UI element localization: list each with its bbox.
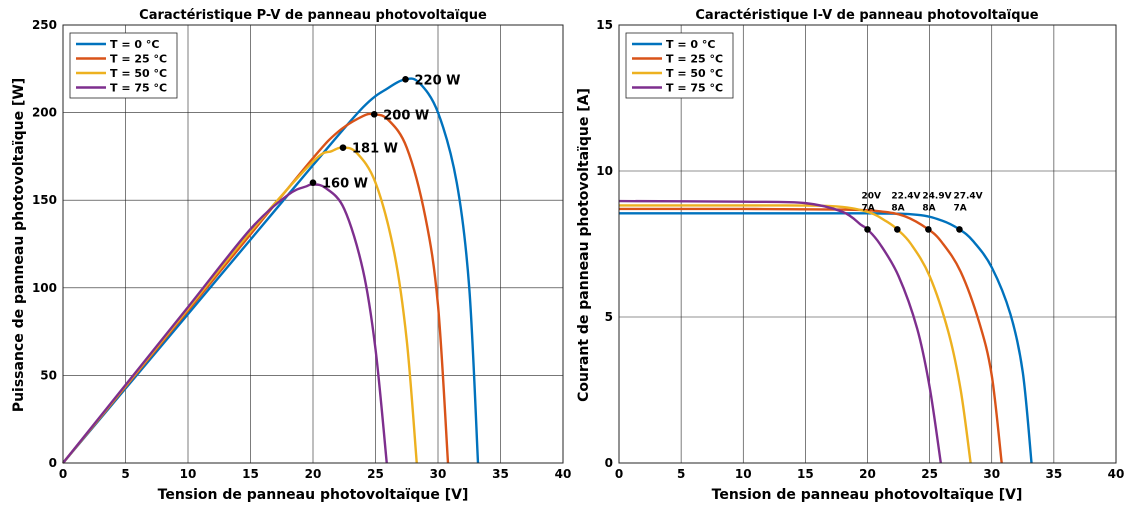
iv-legend-label: T = 50 °C xyxy=(666,67,723,80)
pv-xtick-label: 30 xyxy=(430,467,447,481)
pv-legend-label: T = 25 °C xyxy=(110,53,167,66)
iv-marker xyxy=(956,226,963,233)
iv-chart: Caractéristique I-V de panneau photovolt… xyxy=(576,8,1124,503)
pv-axes-box xyxy=(62,24,564,464)
pv-legend-label: T = 75 °C xyxy=(110,82,167,95)
pv-legend-label: T = 0 °C xyxy=(110,38,159,51)
pv-xtick-label: 25 xyxy=(367,467,384,481)
iv-annotation-voltage: 22.4V xyxy=(891,191,920,201)
pv-xtick-label: 20 xyxy=(305,467,322,481)
pv-ytick-label: 100 xyxy=(32,281,57,295)
pv-xtick-label: 40 xyxy=(555,467,572,481)
iv-annotation-current: 8A xyxy=(922,203,935,213)
pv-annotation-label: 160 W xyxy=(322,177,368,192)
pv-ytick-label: 0 xyxy=(49,456,57,470)
iv-legend-label: T = 0 °C xyxy=(666,38,715,51)
pv-xtick-label: 0 xyxy=(59,467,67,481)
iv-xtick-label: 0 xyxy=(615,467,623,481)
iv-ytick-label: 5 xyxy=(605,310,613,324)
pv-legend-label: T = 50 °C xyxy=(110,67,167,80)
iv-legend-label: T = 75 °C xyxy=(666,82,723,95)
iv-marker xyxy=(894,226,901,233)
iv-ytick-label: 10 xyxy=(596,164,613,178)
pv-ytick-label: 50 xyxy=(40,368,57,382)
pv-ytick-label: 150 xyxy=(32,193,57,207)
iv-ytick-label: 0 xyxy=(605,456,613,470)
pv-legend: T = 0 °C T = 25 °CT = 50 °C T = 75 °C xyxy=(69,32,178,99)
pv-title: Caractéristique P-V de panneau photovolt… xyxy=(139,8,487,23)
pv-ylabel: Puissance de panneau photovoltaïque [W] xyxy=(11,78,27,412)
pv-series-line xyxy=(62,183,388,464)
iv-marker xyxy=(864,226,871,233)
iv-xtick-label: 20 xyxy=(859,467,876,481)
iv-xtick-label: 35 xyxy=(1046,467,1063,481)
pv-chart: Caractéristique P-V de panneau photovolt… xyxy=(11,8,571,503)
iv-xtick-label: 40 xyxy=(1108,467,1125,481)
iv-annotation-current: 7A xyxy=(953,203,966,213)
iv-series-line xyxy=(618,212,1033,464)
iv-title: Caractéristique I-V de panneau photovolt… xyxy=(695,8,1038,23)
pv-marker xyxy=(309,179,317,186)
pv-annotation-label: 220 W xyxy=(415,73,461,88)
iv-axes-box xyxy=(618,24,1117,464)
pv-plot-area: 0 5 10 15 20 25 30 35 40 0 50 100 150 200 250 220 W 200 … xyxy=(32,18,571,481)
pv-marker xyxy=(339,144,347,151)
iv-annotation-current: 7A xyxy=(862,203,875,213)
iv-marker xyxy=(925,226,932,233)
iv-xlabel: Tension de panneau photovoltaïque [V] xyxy=(712,487,1023,503)
pv-marker xyxy=(370,111,378,118)
iv-annotation-current: 8A xyxy=(891,203,904,213)
pv-xtick-label: 35 xyxy=(492,467,509,481)
iv-ylabel: Courant de panneau photovoltaïque [A] xyxy=(576,88,592,402)
iv-plot-area: 0 5 10 15 20 25 30 35 4005101520V7A22.4V8A24.9V8… xyxy=(596,18,1124,481)
iv-legend-label: T = 25 °C xyxy=(666,53,723,66)
pv-series-line xyxy=(62,77,480,464)
iv-xtick-label: 5 xyxy=(677,467,685,481)
pv-xtick-label: 5 xyxy=(121,467,129,481)
pv-annotation-label: 200 W xyxy=(383,108,429,123)
iv-annotation-voltage: 24.9V xyxy=(922,191,951,201)
iv-annotation-voltage: 27.4V xyxy=(953,191,982,201)
pv-ytick-label: 200 xyxy=(32,106,57,120)
pv-marker xyxy=(402,76,409,83)
pv-xtick-label: 10 xyxy=(180,467,197,481)
iv-annotation-voltage: 20V xyxy=(862,191,882,201)
iv-xtick-label: 15 xyxy=(797,467,814,481)
pv-xtick-label: 15 xyxy=(242,467,259,481)
iv-xtick-label: 25 xyxy=(921,467,938,481)
pv-annotation-label: 181 W xyxy=(352,142,398,157)
pv-ytick-label: 250 xyxy=(32,18,57,32)
pv-xlabel: Tension de panneau photovoltaïque [V] xyxy=(158,487,469,503)
iv-legend: T = 0 °C T = 25 °CT = 50 °C T = 75 °C xyxy=(625,32,734,99)
iv-xtick-label: 10 xyxy=(735,467,752,481)
iv-xtick-label: 30 xyxy=(983,467,1000,481)
iv-ytick-label: 15 xyxy=(596,18,613,32)
